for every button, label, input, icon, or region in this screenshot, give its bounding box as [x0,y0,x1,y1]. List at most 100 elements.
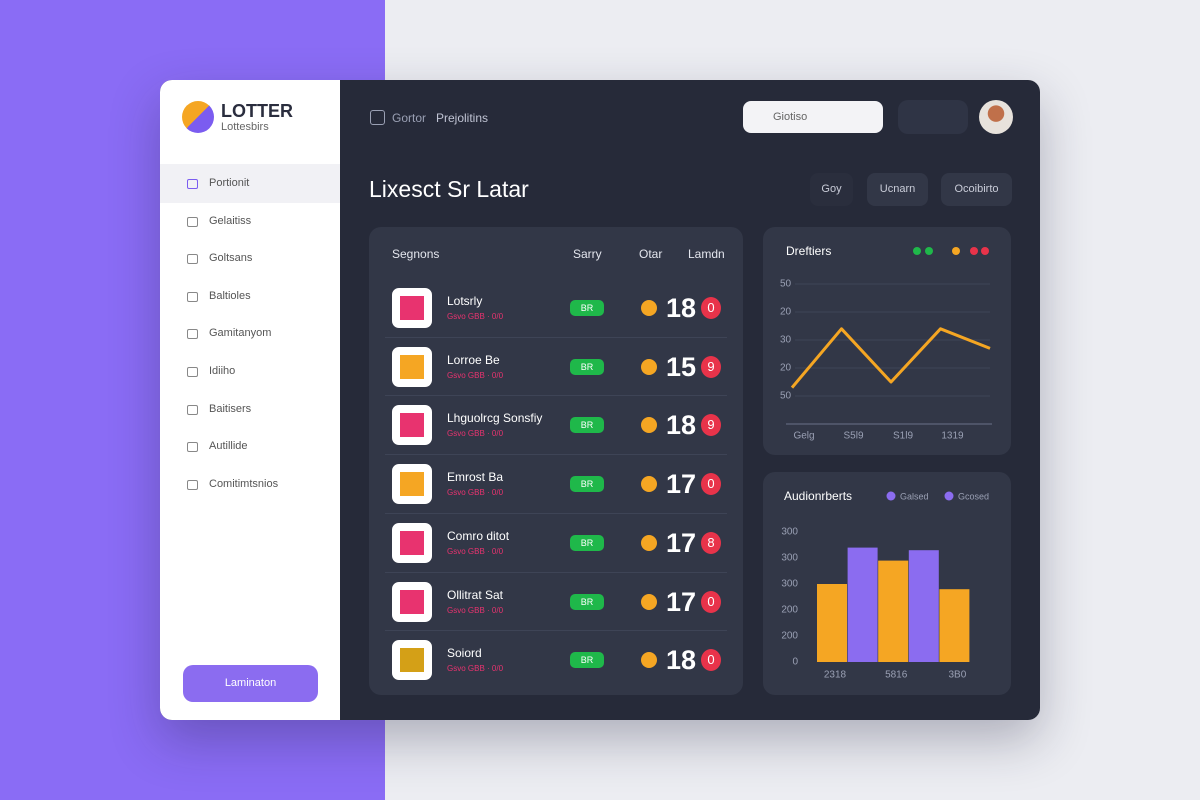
row-divider [385,336,727,338]
nav-item[interactable]: Autillide [209,440,248,453]
row-badge: 0 [701,473,721,496]
y-tick-label: 300 [781,579,798,590]
nav-item[interactable]: Comitimtsnios [209,477,279,490]
y-tick-label: 200 [781,631,798,642]
legend-dot [913,247,921,255]
row-number: 18 [666,645,697,676]
x-tick-label: S1l9 [893,431,913,442]
legend-label: Gcosed [958,491,989,501]
orange-dot [641,593,657,610]
row-badge: 9 [701,414,721,437]
column-header: Lamdn [688,247,725,261]
row-number: 15 [666,351,697,382]
avatar[interactable] [979,100,1013,134]
row-name: Soiord [447,646,482,661]
row-number: 18 [666,293,697,323]
row-meta: Gsvo GBB · 0/0 [447,488,504,498]
nav-item[interactable]: Gamitanyom [209,327,272,340]
header-icon [370,110,385,125]
y-tick-label: 20 [780,363,792,374]
breadcrumb[interactable]: Prejolitins [436,111,489,125]
sidebar-button[interactable]: Laminaton [183,665,318,702]
nav-item[interactable]: Baltioles [209,289,251,302]
orange-dot [641,417,657,434]
x-tick-label: 1319 [941,431,964,442]
nav-icon [187,404,198,415]
row-divider [385,454,727,456]
row-name: Lotsrly [447,294,483,308]
row-badge: 0 [701,297,721,319]
icon-button[interactable] [898,100,968,134]
nav-item[interactable]: Goltsans [209,252,253,265]
row-icon [392,640,432,681]
filter-button[interactable]: Ocoibirto [941,173,1012,206]
nav-icon [187,479,198,490]
status-badge: BR [570,534,604,551]
bar [878,560,909,662]
nav-item[interactable]: Portionit [209,177,250,189]
y-tick-label: 20 [780,307,792,318]
legend-label: Galsed [900,491,929,501]
row-number: 17 [666,469,697,500]
row-name: Lorroe Be [447,352,500,367]
nav-icon [187,254,198,265]
legend-dot [944,491,954,501]
nav-icon [187,329,198,340]
row-meta: Gsvo GBB · 0/0 [447,664,504,674]
row-icon [392,522,432,563]
orange-dot [641,300,657,316]
legend-dot [981,247,989,255]
status-badge: BR [570,652,604,669]
row-name: Emrost Ba [447,470,504,485]
y-tick-label: 300 [781,527,798,538]
row-icon [392,581,432,622]
legend-dot [952,247,960,255]
orange-dot [641,652,657,669]
nav-item[interactable]: Baitisers [209,402,252,415]
y-tick-label: 300 [781,553,798,564]
row-badge: 9 [701,355,721,378]
chart-title: Dreftiers [786,244,831,258]
row-icon [392,346,432,387]
row-icon [392,288,432,328]
row-meta: Gsvo GBB · 0/0 [447,312,504,321]
bar [817,584,847,662]
x-tick-label: 2318 [824,670,847,681]
row-divider [385,512,727,514]
y-tick-label: 50 [780,391,792,402]
bar [908,550,939,662]
nav-icon [187,216,198,227]
nav-item[interactable]: Gelaitiss [209,214,252,227]
x-tick-label: Gelg [793,431,814,442]
nav-item[interactable]: Idiiho [209,365,236,377]
row-badge: 0 [701,649,721,672]
y-tick-label: 200 [781,605,798,616]
logo-subtitle: Lottesbirs [221,121,269,133]
row-meta: Gsvo GBB · 0/0 [447,370,504,380]
row-number: 17 [666,527,697,558]
nav-icon [187,291,198,302]
page-title: Lixesct Sr Latar [369,176,529,202]
x-tick-label: 5816 [885,670,908,681]
orange-dot [641,534,657,551]
row-divider [385,630,727,632]
y-tick-label: 0 [792,657,798,668]
row-number: 17 [666,586,697,617]
search-box[interactable]: Giotiso [743,101,883,133]
row-name: Comro ditot [447,528,510,543]
row-icon [392,405,432,446]
line [790,327,991,389]
y-tick-label: 50 [780,279,792,290]
status-badge: BR [570,358,604,375]
column-header: Otar [639,247,663,261]
bar [939,589,970,662]
filter-button[interactable]: Goy [810,173,853,206]
nav-icon [187,367,198,377]
nav-icon [187,179,198,189]
logo-title: LOTTER [221,101,293,121]
row-meta: Gsvo GBB · 0/0 [447,546,504,556]
orange-dot [641,358,657,375]
filter-button[interactable]: Ucnarn [867,173,928,206]
